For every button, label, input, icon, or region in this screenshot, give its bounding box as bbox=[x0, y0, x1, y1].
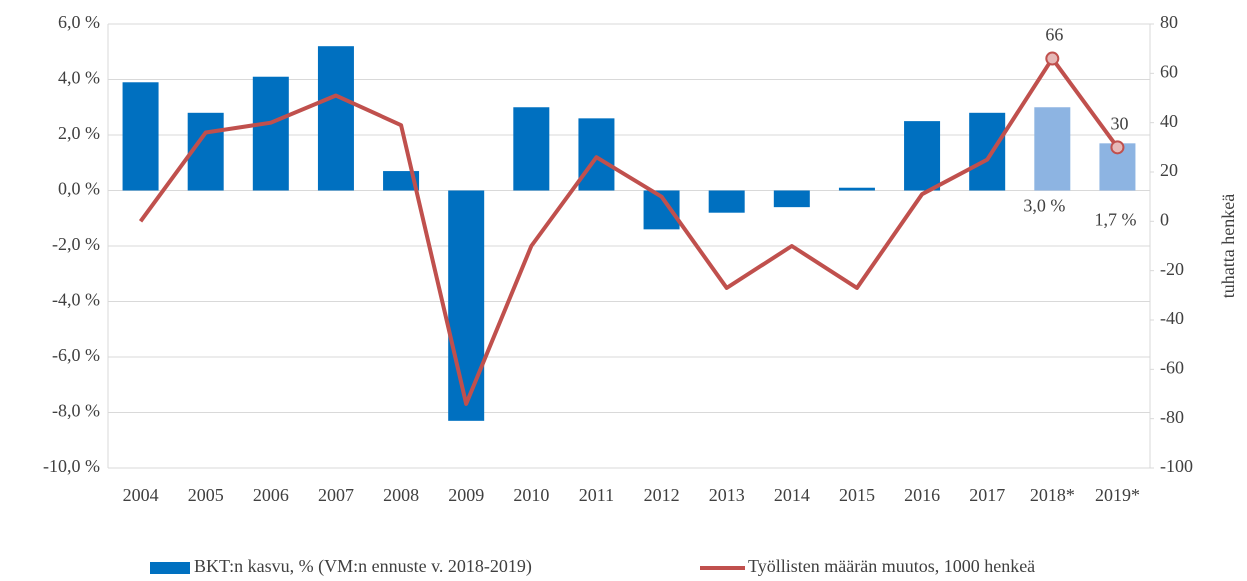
data-label: 30 bbox=[1110, 113, 1128, 133]
data-label: 1,7 % bbox=[1094, 210, 1136, 230]
y2-tick-label: -20 bbox=[1160, 259, 1184, 279]
x-tick-label: 2018* bbox=[1030, 485, 1075, 505]
legend-label: Työllisten määrän muutos, 1000 henkeä bbox=[748, 556, 1035, 576]
y-tick-label: -4,0 % bbox=[52, 290, 100, 310]
y2-tick-label: 80 bbox=[1160, 12, 1178, 32]
bar bbox=[317, 46, 354, 191]
data-label: 66 bbox=[1045, 25, 1063, 45]
x-tick-label: 2010 bbox=[513, 485, 549, 505]
legend-swatch bbox=[150, 562, 190, 574]
y2-tick-label: 0 bbox=[1160, 209, 1169, 229]
y-tick-label: 4,0 % bbox=[58, 68, 100, 88]
y2-tick-label: 60 bbox=[1160, 61, 1178, 81]
x-tick-label: 2005 bbox=[188, 485, 224, 505]
bar bbox=[578, 118, 615, 191]
x-tick-label: 2007 bbox=[318, 485, 354, 505]
y-tick-label: 6,0 % bbox=[58, 12, 100, 32]
bar bbox=[383, 171, 420, 191]
x-tick-label: 2008 bbox=[383, 485, 419, 505]
x-tick-label: 2019* bbox=[1095, 485, 1140, 505]
y2-axis-title: tuhatta henkeä bbox=[1218, 194, 1238, 298]
bar bbox=[1034, 107, 1071, 191]
x-tick-label: 2013 bbox=[709, 485, 745, 505]
x-tick-label: 2014 bbox=[774, 485, 810, 505]
y-tick-label: -10,0 % bbox=[43, 456, 100, 476]
y-tick-label: 0,0 % bbox=[58, 179, 100, 199]
data-label: 3,0 % bbox=[1023, 196, 1065, 216]
y-tick-label: 2,0 % bbox=[58, 123, 100, 143]
line bbox=[138, 56, 1120, 406]
bar bbox=[122, 82, 159, 191]
bar bbox=[252, 76, 289, 191]
line-marker bbox=[1045, 51, 1060, 66]
line-marker bbox=[1110, 140, 1125, 155]
x-tick-label: 2009 bbox=[448, 485, 484, 505]
legend-label: BKT:n kasvu, % (VM:n ennuste v. 2018-201… bbox=[194, 556, 532, 577]
y-tick-label: -6,0 % bbox=[52, 345, 100, 365]
y2-tick-label: 20 bbox=[1160, 160, 1178, 180]
bar bbox=[708, 190, 745, 213]
bar bbox=[773, 190, 810, 208]
x-tick-label: 2017 bbox=[969, 485, 1005, 505]
x-tick-label: 2012 bbox=[644, 485, 680, 505]
y2-tick-label: -100 bbox=[1160, 456, 1193, 476]
bar bbox=[513, 107, 550, 191]
x-tick-label: 2011 bbox=[579, 485, 614, 505]
bar bbox=[448, 190, 485, 421]
x-tick-label: 2015 bbox=[839, 485, 875, 505]
x-tick-label: 2006 bbox=[253, 485, 289, 505]
y2-tick-label: -60 bbox=[1160, 357, 1184, 377]
y2-tick-label: -80 bbox=[1160, 407, 1184, 427]
x-tick-label: 2016 bbox=[904, 485, 940, 505]
y-tick-label: -2,0 % bbox=[52, 234, 100, 254]
y2-tick-label: -40 bbox=[1160, 308, 1184, 328]
x-tick-label: 2004 bbox=[123, 485, 159, 505]
bar bbox=[969, 112, 1006, 191]
y-tick-label: -8,0 % bbox=[52, 401, 100, 421]
bar bbox=[904, 121, 941, 191]
bar bbox=[838, 187, 875, 191]
y2-tick-label: 40 bbox=[1160, 111, 1178, 131]
